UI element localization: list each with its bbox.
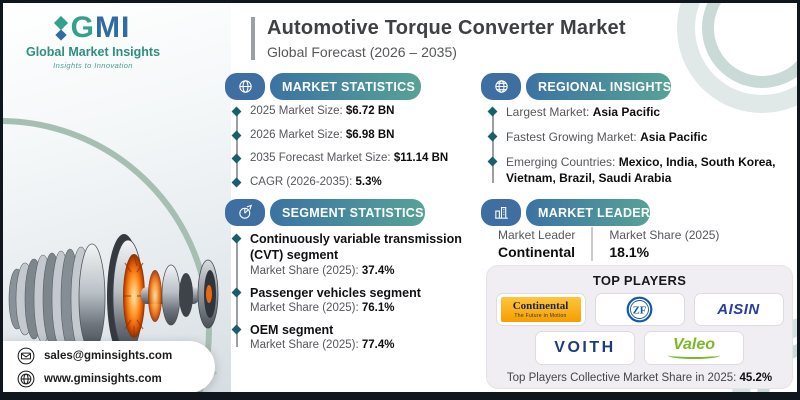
list-item: 2025 Market Size: $6.72 BN [231,104,479,120]
envelope-icon [17,347,35,364]
market-leader-content: Market Leader Continental Market Share (… [498,227,719,261]
globe-icon [481,73,521,100]
diamond-bullet-icon [231,233,242,244]
diamond-bullet-icon [487,131,498,142]
section-title-market-leader: MARKET LEADER [526,199,651,226]
section-header-segment-statistics: SEGMENT STATISTICS [225,199,425,226]
list-item: Fastest Growing Market: Asia Pacific [487,129,794,146]
list-item: 2026 Market Size: $6.98 BN [231,128,479,144]
section-header-regional-insights: REGIONAL INSIGHTS [481,73,672,100]
list-item: Continuously variable transmission (CVT)… [231,231,479,277]
page-title: Automotive Torque Converter Market [267,17,626,39]
gmi-logo: GMI Global Market Insights Insights to I… [13,11,173,71]
list-item: OEM segment Market Share (2025): 77.4% [231,322,479,351]
list-item: Passenger vehicles segment Market Share … [231,285,479,314]
diamond-bullet-icon [231,177,242,187]
web-globe-icon [17,370,35,387]
diamond-bullet-icon [231,287,242,297]
svg-text:ZF: ZF [633,305,646,316]
contact-website[interactable]: www.gminsights.com [17,370,215,388]
diamond-bullet-icon [231,130,242,140]
top-players-panel: TOP PLAYERS Continental The Future in Mo… [486,265,793,389]
section-header-market-leader: MARKET LEADER [481,199,651,226]
gmi-logo-text: GMI [70,11,131,44]
valeo-swoosh-icon [668,352,720,359]
player-logo-continental: Continental The Future in Motion [495,293,586,326]
timeline-line [236,113,238,187]
player-logo-voith: VOITH [535,331,635,365]
brand-tagline: Insights to Innovation [53,61,133,70]
title-block: Automotive Torque Converter Market Globa… [251,17,626,60]
gmi-diamonds-icon [53,15,68,41]
contact-card: sales@gminsights.com www.gminsights.com [3,341,215,393]
contact-email[interactable]: sales@gminsights.com [17,347,215,365]
market-statistics-list: 2025 Market Size: $6.72 BN 2026 Market S… [231,104,479,198]
market-leader-name-block: Market Leader Continental [498,228,576,260]
section-header-market-statistics: MARKET STATISTICS [225,73,421,100]
vertical-divider [591,227,594,261]
diamond-bullet-icon [231,106,242,117]
section-title-market-statistics: MARKET STATISTICS [270,73,421,100]
section-title-regional-insights: REGIONAL INSIGHTS [526,73,672,100]
factory-icon [481,199,521,226]
diamond-bullet-icon [487,156,498,167]
list-item: CAGR (2026-2035): 5.3% [231,175,479,191]
player-logo-aisin: AISIN [693,293,784,326]
page-subtitle: Global Forecast (2026 – 2035) [267,44,457,60]
list-item: Largest Market: Asia Pacific [487,104,794,121]
list-item: Emerging Countries: Mexico, India, South… [487,154,794,188]
timeline-line [492,113,494,184]
pie-arrow-icon [225,199,265,226]
player-logo-valeo: Valeo [644,331,744,365]
zf-circle-icon: ZF [626,296,653,323]
diamond-bullet-icon [231,153,242,164]
list-item: 2035 Forecast Market Size: $11.14 BN [231,151,479,167]
bottom-accent-bar [3,392,797,397]
top-players-footer: Top Players Collective Market Share in 2… [506,372,773,384]
section-title-segment-statistics: SEGMENT STATISTICS [270,199,425,226]
brand-name: Global Market Insights [25,45,161,59]
regional-insights-list: Largest Market: Asia Pacific Fastest Gro… [487,104,794,195]
diamond-bullet-icon [487,106,498,117]
top-players-title: TOP PLAYERS [592,273,687,288]
market-leader-share-block: Market Share (2025) 18.1% [609,228,720,260]
globe-stats-icon [225,73,265,100]
diamond-bullet-icon [231,324,242,335]
player-logo-zf: ZF [594,293,685,326]
segment-statistics-list: Continuously variable transmission (CVT)… [231,231,479,359]
